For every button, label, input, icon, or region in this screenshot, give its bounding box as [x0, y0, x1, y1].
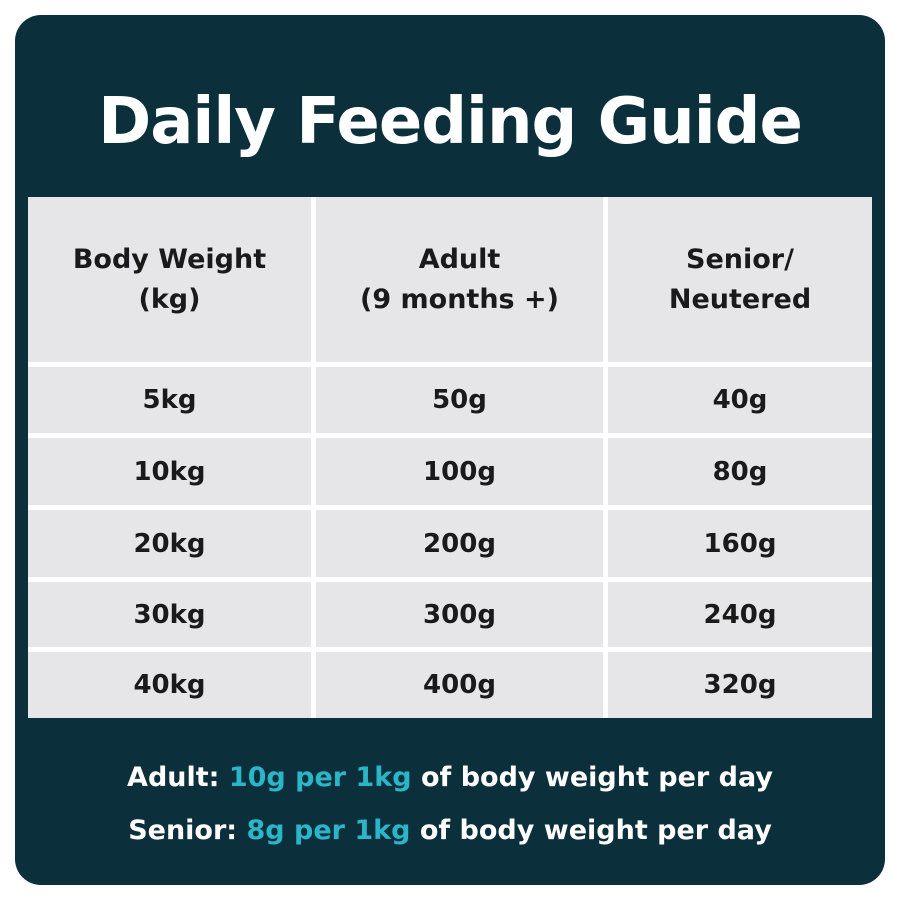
- note-rest: of body weight per day: [421, 762, 773, 793]
- table-cell: 240g: [608, 582, 872, 647]
- cell-text: 160g: [703, 528, 777, 559]
- table-cell: 20kg: [28, 510, 311, 577]
- header-line: Neutered: [668, 283, 812, 315]
- cell-text: 20kg: [133, 528, 206, 559]
- note-label: Adult:: [127, 762, 220, 793]
- note-rest: of body weight per day: [419, 815, 772, 846]
- cell-text: 5kg: [142, 385, 197, 415]
- header-cell: Senior/Neutered: [608, 197, 872, 362]
- cell-text: 200g: [423, 528, 496, 559]
- table-cell: 200g: [316, 510, 603, 577]
- header-cell: Body Weight (kg): [28, 197, 311, 362]
- card: Daily Feeding Guide Body Weight (kg) Adult…: [15, 15, 885, 885]
- cell-text: 10kg: [133, 456, 206, 487]
- note-label: Senior:: [128, 815, 238, 846]
- table-cell: 80g: [608, 438, 872, 505]
- cell-text: 300g: [423, 599, 496, 630]
- cell-text: 40kg: [133, 670, 206, 700]
- title: Daily Feeding Guide: [98, 85, 803, 159]
- note-line: Adult: 10g per 1kg of body weight per da…: [15, 755, 885, 808]
- table-cell: 5kg: [28, 367, 311, 433]
- note-highlight: 8g per 1kg: [246, 815, 411, 846]
- table-cell: 160g: [608, 510, 872, 577]
- table-cell: 10kg: [28, 438, 311, 505]
- cell-text: 100g: [423, 456, 496, 487]
- cell-text: 80g: [712, 456, 768, 487]
- header-line: (9 months +): [360, 283, 559, 315]
- table: Body Weight (kg) Adult (9 months +) Senior/N…: [28, 197, 872, 718]
- header-line: Senior/: [686, 243, 794, 275]
- note-line: Senior: 8g per 1kg of body weight per da…: [15, 808, 885, 861]
- table-cell: 40g: [608, 367, 872, 433]
- cell-text: 40g: [712, 385, 768, 415]
- note-highlight: 10g per 1kg: [228, 762, 412, 793]
- table-cell: 30kg: [28, 582, 311, 647]
- table-cell: 100g: [316, 438, 603, 505]
- table-cell: 50g: [316, 367, 603, 433]
- table-cell: 320g: [608, 652, 872, 718]
- cell-text: 240g: [703, 599, 777, 630]
- notes: Adult: 10g per 1kg of body weight per da…: [15, 755, 885, 861]
- cell-text: 320g: [703, 670, 777, 700]
- header-line: (kg): [138, 283, 201, 315]
- header-line: Body Weight: [72, 243, 267, 275]
- table-cell: 40kg: [28, 652, 311, 718]
- table-cell: 400g: [316, 652, 603, 718]
- cell-text: 400g: [423, 670, 496, 700]
- cell-text: 30kg: [133, 599, 206, 630]
- cell-text: 50g: [432, 385, 487, 415]
- header-cell: Adult (9 months +): [316, 197, 603, 362]
- header-line: Adult: [418, 243, 501, 275]
- table-cell: 300g: [316, 582, 603, 647]
